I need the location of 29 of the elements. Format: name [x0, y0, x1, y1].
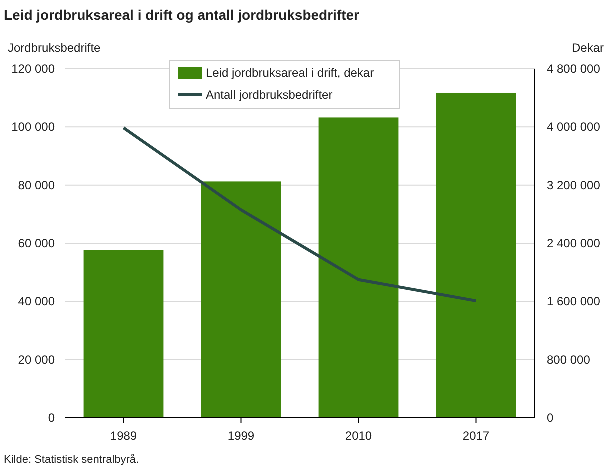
y-tick-label: 60 000: [18, 236, 56, 250]
y2-tick-label: 4 800 000: [547, 62, 601, 76]
y2-tick-label: 4 000 000: [547, 120, 601, 134]
text: Kilde: Statistisk sentralbyrå.: [4, 454, 140, 466]
legend-label: Leid jordbruksareal i drift, dekar: [206, 66, 374, 80]
y2-tick-label: 2 400 000: [547, 236, 601, 250]
y-tick-label: 0: [48, 411, 56, 425]
y2-tick-label: 3 200 000: [547, 178, 601, 192]
line-series: [122, 126, 478, 303]
x-tick-label: 1989: [110, 429, 138, 443]
y2-tick-label: 800 000: [547, 352, 591, 367]
y-tick-label: 40 000: [18, 294, 56, 309]
y-tick-label: 20 000: [18, 352, 56, 367]
x-tick-label: 1999: [228, 429, 255, 443]
y-tick-label: 120 000: [12, 62, 56, 76]
bar: [84, 250, 164, 418]
legend-label: Antall jordbruksbedrifter: [206, 88, 333, 102]
y-tick-label: 100 000: [12, 120, 56, 134]
bar: [436, 92, 516, 418]
y-tick-label: 80 000: [18, 178, 56, 192]
y2-tick-label: 0: [547, 411, 554, 425]
y2-tick-label: 1 600 000: [547, 294, 601, 309]
y2-axis-title: Dekar: [572, 41, 604, 55]
x-tick-label: 2017: [462, 429, 490, 443]
chart-title: Leid jordbruksareal i drift og antall jordbruksbedrifter: [4, 7, 360, 23]
y-axis-title: Jordbruksbedrifte: [8, 41, 102, 55]
bar: [201, 182, 282, 418]
bar: [318, 118, 399, 418]
x-tick-label: 2010: [345, 429, 372, 443]
